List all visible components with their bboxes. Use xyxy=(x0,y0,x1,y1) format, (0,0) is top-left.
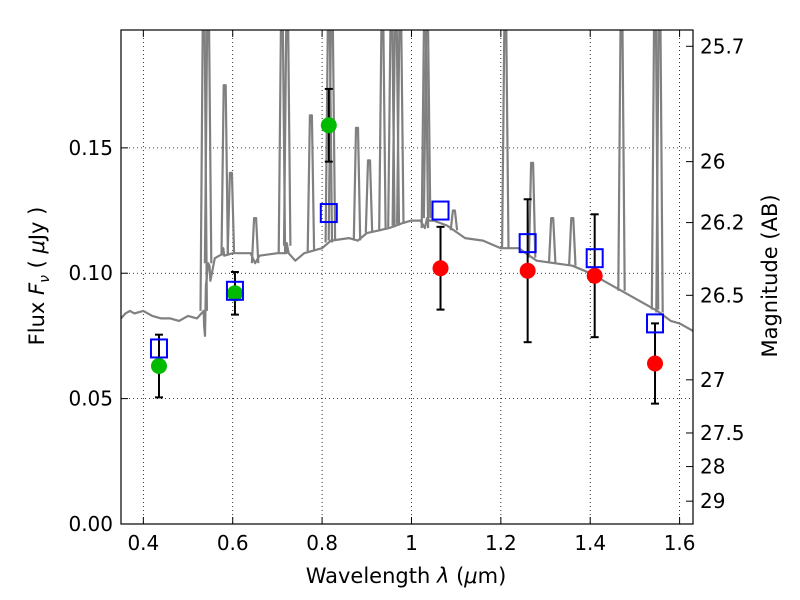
x-axis-label: Wavelength λ (μm) xyxy=(306,564,507,588)
emission-line-spike xyxy=(352,126,362,241)
model-photometry-square xyxy=(585,248,604,269)
y2-tick-label: 26 xyxy=(700,150,725,174)
model-photometry-square xyxy=(225,280,244,301)
x-tick-label: 0.4 xyxy=(127,531,159,555)
emission-line-spike xyxy=(568,217,577,266)
red-photometry-point xyxy=(586,267,603,284)
emission-line-spike xyxy=(203,30,213,264)
emission-line-spike xyxy=(422,30,432,219)
emission-line-spike xyxy=(378,30,387,230)
green-photometry-point xyxy=(150,358,167,375)
model-photometry-square xyxy=(149,338,168,359)
red-photometry-point xyxy=(519,262,536,279)
emission-line-spike xyxy=(396,30,405,224)
model-photometry-square xyxy=(431,200,450,221)
y-tick-label: 0.15 xyxy=(68,136,113,160)
emission-line-spike xyxy=(226,171,236,254)
y2-tick-label: 25.7 xyxy=(700,34,745,58)
y-tick-label: 0.00 xyxy=(68,512,113,536)
green-photometry-point xyxy=(320,117,337,134)
emission-line-spike xyxy=(617,30,626,291)
emission-line-spike xyxy=(250,217,260,264)
y2-tick-label: 27 xyxy=(700,368,725,392)
emission-line-spike xyxy=(364,159,374,233)
y2-tick-label: 26.2 xyxy=(700,211,745,235)
model-photometry-square xyxy=(646,313,665,334)
y-tick-label: 0.05 xyxy=(68,387,113,411)
y-axis-label: Flux Fν ( μJy ) xyxy=(25,207,53,346)
emission-line-spike xyxy=(306,114,316,252)
emission-line-spike xyxy=(327,30,337,241)
emission-line-spike xyxy=(282,30,292,246)
emission-line-spike xyxy=(527,161,537,258)
x-tick-label: 0.8 xyxy=(306,531,338,555)
y2-tick-label: 28 xyxy=(700,455,725,479)
model-photometry-square xyxy=(518,233,537,254)
red-photometry-point xyxy=(647,355,664,372)
y2-axis-label: Magnitude (AB) xyxy=(758,194,782,357)
emission-line-spike xyxy=(324,30,334,243)
red-photometry-point xyxy=(432,260,449,277)
emission-line-spike xyxy=(501,30,510,249)
emission-line-spike xyxy=(420,30,430,229)
emission-line-spike xyxy=(449,209,459,231)
y2-tick-label: 27.5 xyxy=(700,421,745,445)
x-tick-label: 0.6 xyxy=(217,531,249,555)
x-tick-label: 1.2 xyxy=(485,531,517,555)
model-photometry-square xyxy=(319,203,338,224)
plot-frame xyxy=(120,29,694,525)
emission-line-spike xyxy=(547,217,557,263)
y2-tick-label: 29 xyxy=(700,489,725,513)
plot-content xyxy=(121,30,693,405)
y2-tick-label: 26.5 xyxy=(700,283,745,307)
y-tick-label: 0.10 xyxy=(68,261,113,285)
green-photometry-point xyxy=(226,285,243,302)
plot-area xyxy=(121,30,693,405)
emission-line-spike xyxy=(220,84,229,256)
x-tick-label: 1.6 xyxy=(664,531,696,555)
axis-ticks: 0.4 0.6 0.8 1 1.2 1.4 1.6 0.00 0.05 0.10 0.15 25.7 2… xyxy=(68,30,745,555)
x-tick-label: 1 xyxy=(405,531,418,555)
x-tick-label: 1.4 xyxy=(574,531,606,555)
emission-line-spike xyxy=(655,30,664,313)
